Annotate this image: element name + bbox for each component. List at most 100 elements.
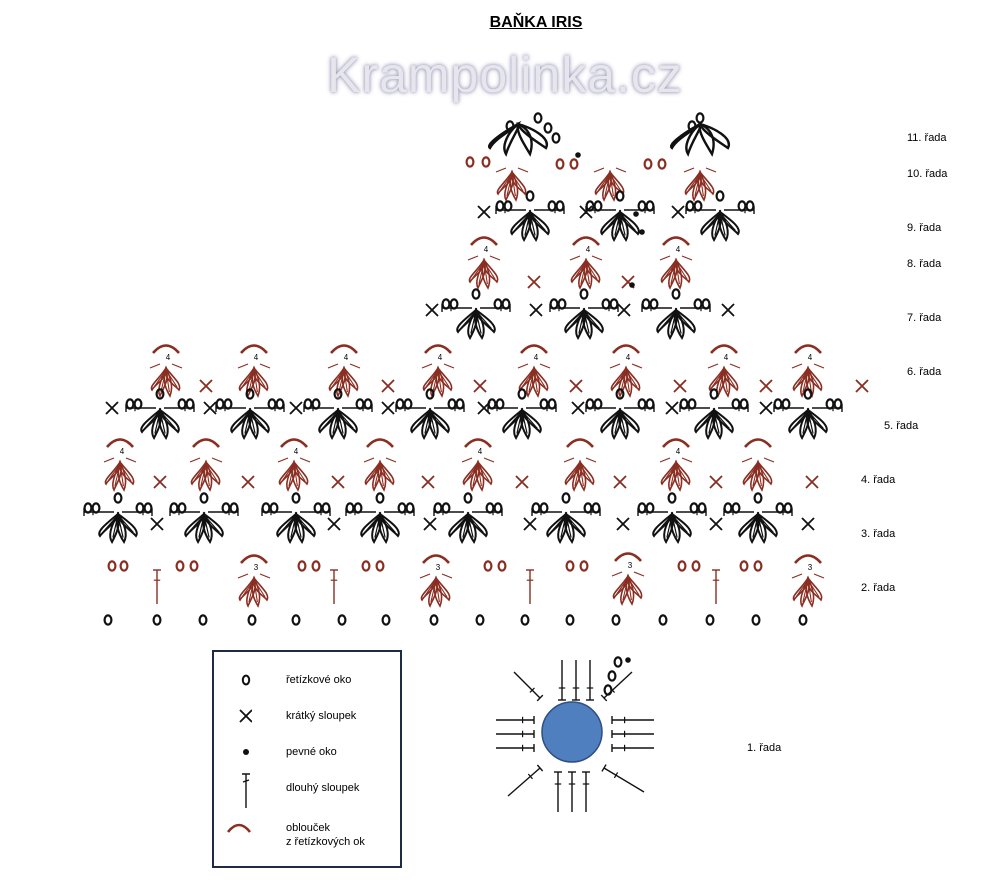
red-petal-cluster (363, 438, 397, 492)
chain-stitch (321, 502, 331, 514)
single-crochet (289, 401, 303, 415)
black-petal-cluster (723, 492, 793, 544)
single-crochet (199, 379, 213, 393)
chain-stitch (455, 398, 465, 410)
double-crochet (496, 744, 535, 752)
chain-stitch (495, 200, 505, 212)
chain-stitch (539, 502, 549, 514)
legend-item-chain: řetízkové oko (214, 666, 400, 696)
black-petal-cluster (261, 492, 331, 544)
double-crochet (611, 730, 654, 738)
chain-arch-icon (226, 823, 252, 833)
chain-stitch (152, 614, 162, 626)
legend-label-chain: řetízkové oko (286, 674, 352, 686)
chain-stitch (245, 388, 255, 400)
row-label-4: 4. řada (861, 474, 896, 486)
single-crochet (381, 401, 395, 415)
chain-stitch (361, 560, 371, 572)
single-crochet (579, 205, 593, 219)
chain-stitch (405, 502, 415, 514)
single-crochet (241, 475, 255, 489)
row-label-10: 10. řada (907, 168, 948, 180)
black-petal-cluster (637, 492, 707, 544)
double-crochet (558, 660, 566, 701)
red-petal-cluster: 4 (149, 344, 183, 398)
single-crochet (613, 475, 627, 489)
chain-stitch (611, 614, 621, 626)
chain-stitch (223, 398, 233, 410)
red-petal-cluster (593, 167, 627, 202)
chain-stitch (355, 398, 365, 410)
chain-stitch (781, 398, 791, 410)
chain-stitch (579, 288, 589, 300)
black-leaf-cluster (487, 120, 548, 157)
chain-stitch (441, 298, 451, 310)
black-petal-cluster (495, 190, 565, 242)
chain-stitch (689, 502, 699, 514)
red-petal-cluster: 4 (421, 344, 455, 398)
legend-label-single-crochet: krátký sloupek (286, 710, 357, 722)
chain-stitch (433, 502, 443, 514)
chain-stitch (311, 398, 321, 410)
chain-stitch (291, 614, 301, 626)
legend-label-slip-stitch: pevné oko (286, 746, 337, 758)
double-crochet (712, 569, 720, 604)
chain-stitch (637, 200, 647, 212)
chain-stitch (291, 492, 301, 504)
chain-stitch (565, 614, 575, 626)
single-crochet (671, 205, 685, 219)
chain-stitch (485, 502, 495, 514)
chain-stitch (803, 388, 813, 400)
red-petal-cluster: 3 (419, 554, 453, 608)
chain-stitch (311, 560, 321, 572)
chain-stitch (603, 684, 613, 696)
stitch-count: 3 (254, 563, 259, 572)
row-label-5: 5. řada (884, 420, 919, 432)
chain-stitch (493, 298, 503, 310)
red-petal-cluster (683, 167, 717, 202)
single-crochet (855, 379, 869, 393)
double-crochet (513, 671, 544, 702)
chain-stitch (579, 560, 589, 572)
chain-stitch (425, 388, 435, 400)
chain-stitch (381, 614, 391, 626)
chain-stitch (175, 560, 185, 572)
chain-stitch (199, 492, 209, 504)
red-petal-cluster: 4 (467, 236, 501, 290)
black-petal-cluster (531, 492, 601, 544)
legend-label-chain-arch: oblouček z řetízkových ok (286, 821, 365, 849)
black-petal-cluster (487, 388, 557, 440)
chain-stitch (91, 502, 101, 514)
chain-arch (192, 438, 220, 448)
chain-stitch (751, 614, 761, 626)
single-crochet (616, 517, 630, 531)
chain-stitch (447, 398, 457, 410)
chain-arch (280, 438, 308, 448)
chain-stitch (275, 398, 285, 410)
single-crochet (327, 517, 341, 531)
chain-arch (424, 344, 452, 354)
chain-stitch (475, 614, 485, 626)
chain-stitch (133, 398, 143, 410)
chain-stitch (107, 560, 117, 572)
single-crochet (105, 401, 119, 415)
row-label-2: 2. řada (861, 582, 896, 594)
chain-stitch (731, 502, 741, 514)
row-label-3: 3. řada (861, 528, 896, 540)
slip-stitch (625, 657, 631, 663)
chain-stitch (503, 200, 513, 212)
chain-arch (464, 438, 492, 448)
single-crochet (150, 517, 164, 531)
chain-stitch (505, 120, 515, 132)
chain-stitch (375, 560, 385, 572)
single-crochet (709, 475, 723, 489)
chain-stitch (395, 398, 405, 410)
chain-arch (240, 344, 268, 354)
chain-stitch (671, 288, 681, 300)
chain-stitch (687, 398, 697, 410)
chain-stitch (737, 200, 747, 212)
chain-stitch (83, 502, 93, 514)
red-petal-cluster: 4 (461, 438, 495, 492)
chain-stitch (429, 614, 439, 626)
chain-stitch (715, 190, 725, 202)
